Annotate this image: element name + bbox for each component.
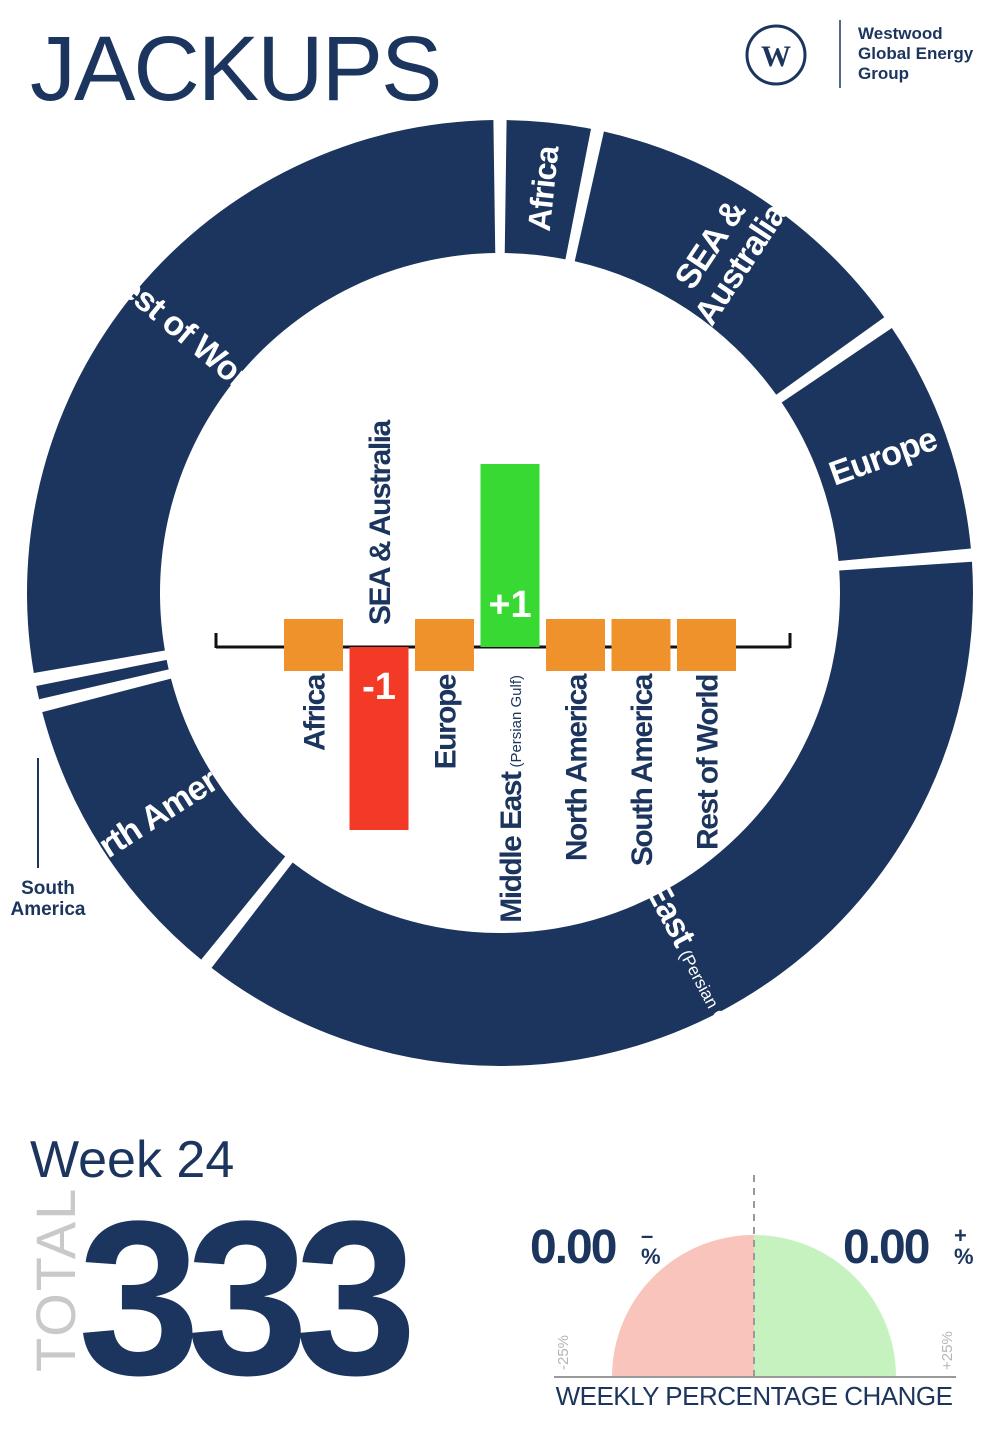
bar-rest-of-world (677, 619, 736, 671)
donut-chart (26, 120, 974, 1066)
bar-value-middle-east: +1 (488, 584, 531, 626)
logo-letter: W (761, 40, 791, 73)
donut-segment-rest-of-world (26, 120, 496, 674)
bar-label-rest-of-world: Rest of World (692, 675, 725, 850)
south-america-callout: South America (11, 758, 86, 920)
bar-value-sea-and-australia: -1 (362, 666, 396, 708)
logo-line-3: Group (858, 64, 909, 83)
bar-sea-and-australia (349, 647, 409, 830)
page-title: JACKUPS (30, 18, 440, 120)
week-label: Week 24 (30, 1131, 234, 1189)
bar-label-middle-east: Middle East(Persian Gulf) (495, 675, 528, 923)
gauge-negative-half (612, 1235, 754, 1377)
total-value: 333 (78, 1175, 410, 1421)
positive-percent-symbol: % (954, 1244, 974, 1269)
donut-segment-south-america (36, 659, 169, 700)
weekly-percentage-gauge: 0.00 – % 0.00 + % -25% +25% WEEKLY PERCE… (530, 1175, 974, 1411)
bar-label-sea-and-australia: SEA & Australia (364, 420, 397, 625)
logo-circle-icon (745, 24, 807, 86)
donut-segment-africa (504, 120, 591, 260)
bar-africa (284, 619, 343, 671)
bar-label-africa: Africa (299, 673, 332, 751)
gauge-positive-half (754, 1235, 896, 1377)
donut-segment-sea-and-australia (574, 131, 885, 395)
bar-europe (415, 619, 474, 671)
gauge-min-label: -25% (555, 1335, 572, 1370)
bar-label-europe: Europe (430, 674, 463, 769)
negative-percent-symbol: % (641, 1244, 661, 1269)
bar-label-south-america: South America (626, 673, 659, 866)
positive-sign: + (954, 1223, 967, 1248)
bar-label-north-america: North America (561, 673, 594, 861)
bar-south-america (611, 619, 671, 671)
westwood-logo: W Westwood Global Energy Group (745, 20, 974, 88)
donut-label-africa: Africa (521, 144, 566, 233)
negative-percent-value: 0.00 (530, 1221, 616, 1274)
logo-line-2: Global Energy (858, 44, 974, 63)
donut-segment-europe (781, 328, 971, 562)
total-label: TOTAL (24, 1187, 87, 1372)
negative-sign: – (641, 1223, 653, 1248)
positive-percent-value: 0.00 (843, 1221, 929, 1274)
bar-north-america (546, 619, 605, 671)
gauge-max-label: +25% (939, 1331, 956, 1370)
gauge-caption: WEEKLY PERCENTAGE CHANGE (556, 1381, 953, 1411)
south-america-label-line1: South (21, 878, 75, 899)
south-america-label-line2: America (11, 899, 86, 920)
donut-segment-north-america (42, 678, 286, 960)
weekly-change-bar-chart: Africa -1 SEA & Australia Europe +1 Middle Ea… (214, 420, 792, 923)
bar-middle-east (480, 464, 540, 647)
donut-segment-middle-east (211, 561, 974, 1066)
logo-line-1: Westwood (858, 24, 943, 43)
